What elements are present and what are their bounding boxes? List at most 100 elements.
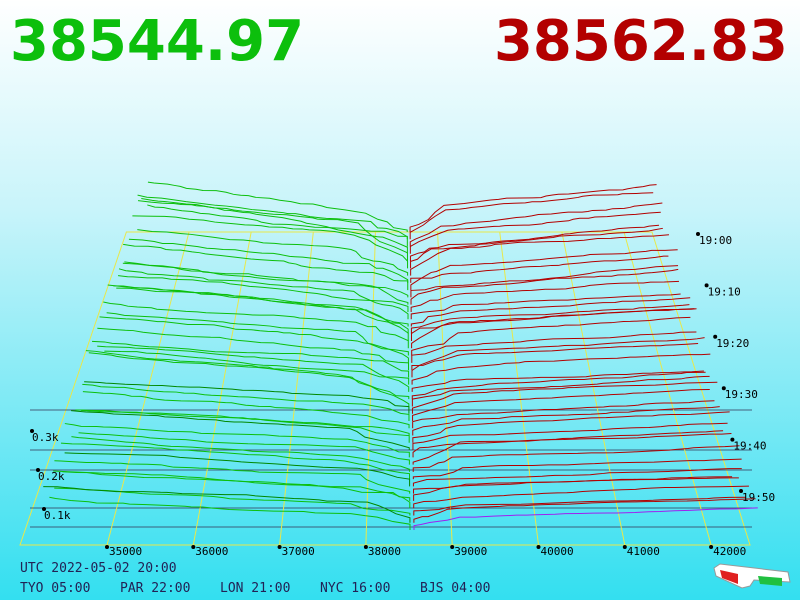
ask-layer bbox=[411, 381, 718, 414]
bid-layer bbox=[97, 327, 409, 371]
ask-layer bbox=[412, 400, 715, 429]
ask-layer bbox=[412, 388, 710, 421]
zone-time: BJS 04:00 bbox=[420, 581, 490, 596]
ask-layer bbox=[410, 304, 690, 334]
time-label: 19:50 bbox=[742, 491, 775, 504]
price-tick bbox=[622, 545, 627, 549]
zone-time: PAR 22:00 bbox=[120, 581, 190, 596]
ask-layer bbox=[409, 202, 663, 247]
price-tick bbox=[277, 545, 282, 549]
bid-layer bbox=[82, 383, 410, 421]
bid-layer bbox=[97, 345, 410, 392]
ask-layer bbox=[410, 265, 679, 298]
ask-price: 38562.83 bbox=[494, 9, 788, 74]
ask-layer bbox=[411, 308, 697, 349]
bid-layer bbox=[122, 262, 409, 305]
price-grid-line bbox=[561, 231, 626, 546]
price-label: 39000 bbox=[454, 545, 487, 558]
price-tick bbox=[709, 545, 714, 549]
ask-layer bbox=[412, 458, 742, 480]
floor bbox=[19, 231, 751, 546]
price-label: 41000 bbox=[627, 545, 660, 558]
price-grid-line bbox=[106, 231, 190, 546]
ask-layer bbox=[411, 370, 704, 392]
bid-layer bbox=[118, 268, 409, 320]
ask-layer bbox=[412, 430, 724, 458]
bid-layer bbox=[78, 432, 410, 465]
bid-layer bbox=[128, 238, 409, 283]
price-label: 36000 bbox=[195, 545, 228, 558]
ask-layer bbox=[413, 496, 747, 516]
ask-layer bbox=[410, 227, 663, 269]
bid-layer bbox=[124, 261, 409, 298]
bid-layer bbox=[99, 316, 409, 363]
ask-layer bbox=[410, 234, 670, 276]
ask-layer bbox=[410, 297, 691, 327]
ask-layer bbox=[411, 375, 710, 407]
bid-layer bbox=[147, 181, 408, 232]
bid-layer bbox=[103, 301, 409, 349]
ask-layer bbox=[410, 293, 681, 320]
bid-layer bbox=[118, 275, 409, 312]
utc-time: UTC 2022-05-02 20:00 bbox=[20, 561, 177, 576]
time-tick bbox=[696, 232, 700, 236]
ask-layer bbox=[413, 507, 758, 530]
ask-layer bbox=[410, 249, 678, 291]
bid-layer bbox=[132, 215, 409, 269]
ask-layer bbox=[411, 353, 711, 385]
bid-layer bbox=[104, 350, 410, 385]
zone-time: NYC 16:00 bbox=[320, 581, 390, 596]
3d-glasses-button[interactable] bbox=[713, 563, 791, 589]
ask-layer bbox=[411, 316, 691, 356]
price-label: 37000 bbox=[282, 545, 315, 558]
bid-layer bbox=[88, 352, 410, 400]
bid-layer bbox=[71, 436, 410, 472]
volume-tick bbox=[42, 507, 46, 511]
price-label: 35000 bbox=[109, 545, 142, 558]
bid-layer bbox=[107, 284, 409, 334]
bid-layer bbox=[64, 452, 411, 487]
price-tick bbox=[450, 545, 455, 549]
volume-label: 0.1k bbox=[44, 509, 71, 522]
time-tick bbox=[739, 489, 743, 493]
ask-layer bbox=[410, 280, 679, 312]
time-tick bbox=[721, 386, 726, 391]
time-tick bbox=[713, 334, 718, 339]
price-tick bbox=[363, 545, 368, 549]
axis-labels: 35000 36000 37000 38000 39000 40000 41000 42000… bbox=[30, 232, 775, 558]
price-tick bbox=[105, 545, 109, 549]
ask-layer bbox=[412, 433, 732, 465]
bid-layer bbox=[62, 471, 411, 509]
zone-time: TYO 05:00 bbox=[20, 581, 90, 596]
bid-layer bbox=[85, 350, 410, 407]
bid-layer bbox=[137, 200, 408, 254]
time-label: 19:40 bbox=[733, 440, 766, 453]
bid-layer bbox=[137, 194, 408, 247]
ask-layer bbox=[412, 468, 742, 487]
bid-layer bbox=[43, 486, 411, 523]
volume-label: 0.3k bbox=[32, 431, 59, 444]
volume-tick bbox=[30, 429, 34, 433]
bid-layer bbox=[54, 460, 411, 494]
price-label: 40000 bbox=[541, 545, 574, 558]
bid-layer bbox=[116, 287, 409, 342]
volume-label: 0.2k bbox=[38, 470, 65, 483]
price-label: 38000 bbox=[368, 545, 401, 558]
time-label: 19:00 bbox=[699, 234, 732, 247]
bid-layer bbox=[84, 381, 410, 414]
ask-layer bbox=[411, 371, 706, 400]
bid-layer bbox=[141, 198, 408, 262]
ask-layer bbox=[412, 445, 740, 472]
time-label: 19:30 bbox=[725, 388, 758, 401]
ask-layer bbox=[411, 337, 705, 378]
time-tick bbox=[730, 437, 735, 442]
ask-layer bbox=[410, 268, 679, 305]
bid-layer bbox=[92, 340, 410, 378]
price-grid-line bbox=[623, 231, 712, 546]
ask-layer bbox=[412, 406, 720, 436]
depth-curves bbox=[43, 181, 758, 530]
price-label: 42000 bbox=[713, 545, 746, 558]
ask-layer bbox=[413, 498, 756, 523]
bid-layer bbox=[106, 312, 409, 356]
bid-layer bbox=[71, 410, 410, 451]
